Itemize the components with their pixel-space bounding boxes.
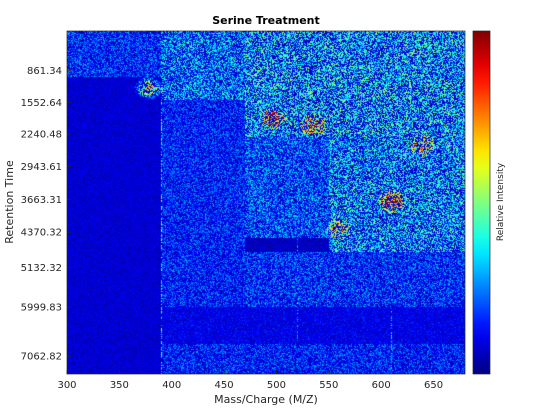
x-tick-label: 550 [319, 380, 338, 391]
x-tick-label: 600 [372, 380, 391, 391]
y-tick-label: 3663.31 [21, 195, 62, 206]
chart-title: Serine Treatment [212, 14, 320, 27]
x-axis-ticks: 300 350 400 450 500 550 600 650 [57, 370, 443, 391]
x-tick-label: 400 [162, 380, 181, 391]
y-tick-label: 7062.82 [21, 352, 62, 363]
colorbar-label: Relative Intensity [496, 162, 506, 241]
y-axis-label: Retention Time [3, 160, 16, 244]
x-axis-label: Mass/Charge (M/Z) [214, 393, 318, 406]
y-axis-ticks: 861.34 1552.64 2240.48 2943.61 3663.31 4370.3… [21, 66, 71, 363]
plot-frame [66, 30, 466, 375]
x-tick-label: 650 [424, 380, 443, 391]
y-tick-label: 2240.48 [21, 130, 62, 141]
heatmap-image [67, 31, 465, 374]
y-tick-label: 5999.83 [21, 303, 62, 314]
x-tick-label: 300 [57, 380, 76, 391]
y-tick-label: 861.34 [27, 66, 62, 77]
y-tick-label: 5132.32 [21, 263, 62, 274]
x-tick-label: 350 [110, 380, 129, 391]
colorbar [472, 30, 491, 375]
y-tick-label: 2943.61 [21, 162, 62, 173]
x-tick-label: 500 [267, 380, 286, 391]
y-tick-label: 4370.32 [21, 228, 62, 239]
x-tick-label: 450 [215, 380, 234, 391]
y-tick-label: 1552.64 [21, 98, 62, 109]
